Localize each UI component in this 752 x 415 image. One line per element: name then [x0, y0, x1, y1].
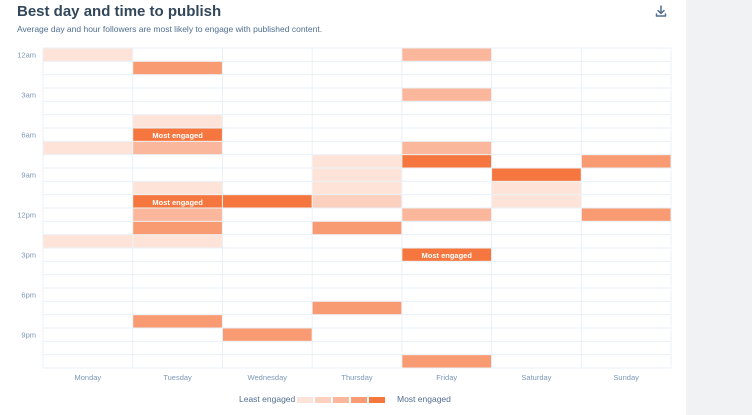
heatmap-cell[interactable]	[43, 48, 133, 61]
most-engaged-label: Most engaged	[422, 251, 473, 260]
heatmap-cell[interactable]	[312, 301, 402, 315]
heatmap-cell[interactable]	[492, 168, 581, 181]
heatmap-cell[interactable]	[581, 155, 671, 168]
x-tick-label: Sunday	[613, 373, 639, 382]
heatmap-cell[interactable]	[312, 181, 402, 195]
heatmap-cell[interactable]	[312, 221, 402, 235]
legend-low-label: Least engaged	[239, 394, 296, 404]
heatmap-cell[interactable]	[402, 208, 492, 221]
y-tick-label: 12pm	[17, 211, 36, 220]
heatmap-cell[interactable]	[133, 315, 222, 328]
heatmap-cell[interactable]	[402, 88, 492, 101]
heatmap-cell[interactable]	[402, 141, 492, 155]
heatmap-cell[interactable]	[133, 235, 222, 248]
heatmap-cell[interactable]	[43, 141, 133, 155]
legend-swatch	[333, 397, 349, 403]
y-tick-label: 3am	[21, 91, 36, 100]
heatmap-cell[interactable]	[133, 208, 222, 221]
heatmap-cell[interactable]	[133, 61, 222, 75]
heatmap-cell[interactable]	[402, 248, 492, 261]
y-tick-label: 6pm	[21, 291, 36, 300]
heatmap-cell[interactable]	[581, 208, 671, 221]
heatmap-cell[interactable]	[222, 328, 312, 341]
chart-subtitle: Average day and hour followers are most …	[17, 24, 323, 34]
y-tick-label: 6am	[21, 131, 36, 140]
heatmap-cell[interactable]	[133, 128, 222, 141]
heatmap-cell[interactable]	[312, 168, 402, 181]
heatmap-cell[interactable]	[312, 195, 402, 208]
most-engaged-label: Most engaged	[152, 131, 203, 140]
most-engaged-label: Most engaged	[152, 198, 203, 207]
heatmap-cell[interactable]	[492, 195, 581, 208]
x-tick-label: Tuesday	[163, 373, 192, 382]
chart-card: Best day and time to publish Average day…	[0, 0, 686, 415]
legend-color-scale	[297, 397, 387, 403]
download-icon[interactable]	[654, 4, 668, 18]
x-tick-label: Wednesday	[248, 373, 288, 382]
heatmap-cell[interactable]	[133, 195, 222, 208]
y-tick-label: 3pm	[21, 251, 36, 260]
heatmap-cell[interactable]	[402, 355, 492, 368]
y-tick-label: 9am	[21, 171, 36, 180]
heatmap-cell[interactable]	[133, 141, 222, 155]
y-tick-label: 12am	[17, 51, 36, 60]
legend-swatch	[351, 397, 367, 403]
heatmap-cell[interactable]	[492, 181, 581, 195]
legend-high-label: Most engaged	[397, 394, 451, 404]
heatmap-cell[interactable]	[402, 155, 492, 168]
y-tick-label: 9pm	[21, 331, 36, 340]
heatmap-cell[interactable]	[312, 155, 402, 168]
page-title: Best day and time to publish	[17, 3, 222, 20]
heatmap-chart: Most engaged Most engaged Most engaged 12am…	[17, 47, 672, 382]
x-tick-label: Saturday	[521, 373, 551, 382]
heatmap-cell[interactable]	[133, 221, 222, 235]
heatmap-cell[interactable]	[43, 235, 133, 248]
legend-swatch	[315, 397, 331, 403]
heatmap-cell[interactable]	[222, 195, 312, 208]
x-tick-label: Thursday	[341, 373, 373, 382]
heatmap-cell[interactable]	[133, 115, 222, 128]
legend-swatch	[369, 397, 385, 403]
heatmap-cell[interactable]	[402, 48, 492, 61]
x-tick-label: Friday	[436, 373, 457, 382]
x-tick-label: Monday	[75, 373, 102, 382]
heatmap-cell[interactable]	[133, 181, 222, 195]
legend-swatch	[297, 397, 313, 403]
